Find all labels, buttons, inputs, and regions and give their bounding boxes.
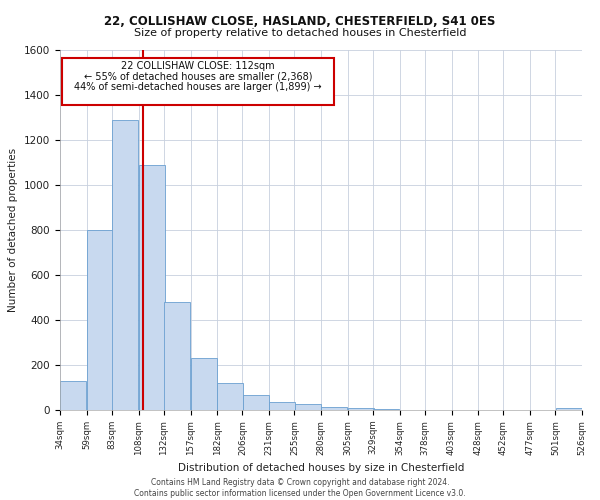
Bar [269,402,295,410]
Bar [139,165,165,410]
Text: ← 55% of detached houses are smaller (2,368): ← 55% of detached houses are smaller (2,… [83,72,312,82]
Y-axis label: Number of detached properties: Number of detached properties [8,148,19,312]
Bar [191,358,217,410]
Text: Contains HM Land Registry data © Crown copyright and database right 2024.
Contai: Contains HM Land Registry data © Crown c… [134,478,466,498]
Bar [217,383,243,410]
Bar [321,406,347,410]
Bar [87,230,113,410]
Bar [348,408,374,410]
Bar [164,302,190,410]
Text: 22, COLLISHAW CLOSE, HASLAND, CHESTERFIELD, S41 0ES: 22, COLLISHAW CLOSE, HASLAND, CHESTERFIE… [104,15,496,28]
Bar [243,396,269,410]
FancyBboxPatch shape [62,58,334,105]
Text: 22 COLLISHAW CLOSE: 112sqm: 22 COLLISHAW CLOSE: 112sqm [121,62,275,72]
Text: 44% of semi-detached houses are larger (1,899) →: 44% of semi-detached houses are larger (… [74,82,322,92]
Bar [60,381,86,410]
Text: Size of property relative to detached houses in Chesterfield: Size of property relative to detached ho… [134,28,466,38]
X-axis label: Distribution of detached houses by size in Chesterfield: Distribution of detached houses by size … [178,463,464,473]
Bar [556,408,582,410]
Bar [112,120,138,410]
Bar [295,404,321,410]
